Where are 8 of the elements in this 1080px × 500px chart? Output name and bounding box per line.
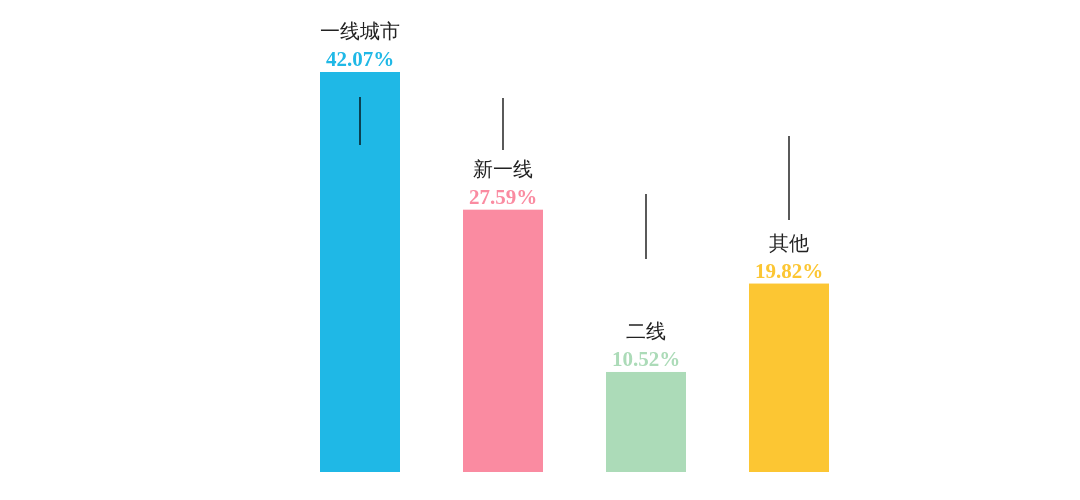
data-label: 27.59%	[468, 184, 538, 209]
x-tick-label: 其他	[769, 230, 809, 255]
x-tick-label: 一线城市	[320, 19, 400, 43]
data-label: 42.07%	[325, 47, 395, 71]
data-label: 10.52%	[611, 346, 681, 371]
x-tick-label: 二线	[626, 318, 666, 343]
data-label: 19.82%	[754, 258, 824, 283]
x-tick-label: 新一线	[473, 156, 533, 181]
